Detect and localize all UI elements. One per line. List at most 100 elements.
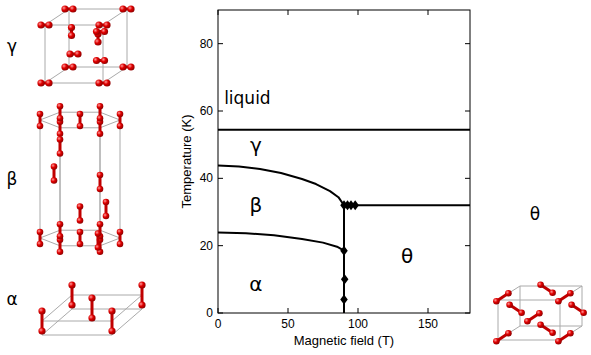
atom: [37, 123, 44, 130]
cell-edge: [520, 326, 582, 327]
cell-edge: [498, 340, 560, 341]
plot-frame: [218, 10, 470, 313]
atom: [493, 338, 500, 345]
x-tick: [358, 308, 359, 313]
cell-edge: [498, 300, 499, 340]
atom: [524, 318, 531, 325]
y-tick: [465, 313, 470, 314]
structure-label: α: [6, 289, 17, 309]
cell-edge: [582, 286, 583, 326]
gamma-structure: [37, 5, 134, 86]
atom: [69, 5, 76, 12]
atom: [95, 244, 102, 251]
atom: [69, 63, 76, 70]
atom: [68, 281, 75, 288]
x-tick-label: 150: [418, 317, 438, 331]
cell-edge: [520, 286, 582, 287]
data-point: [341, 274, 349, 284]
atom: [119, 63, 126, 70]
atom: [505, 330, 512, 337]
phase-boundary: [218, 233, 344, 251]
phase-label: β: [249, 193, 262, 217]
y-tick: [218, 178, 223, 179]
cell-edge: [42, 321, 112, 322]
y-tick: [465, 111, 470, 112]
x-tick: [218, 308, 219, 313]
x-tick-label: 0: [215, 317, 222, 331]
atom: [549, 290, 556, 297]
y-tick: [465, 43, 470, 44]
atom: [68, 301, 75, 308]
atom: [555, 298, 562, 305]
atom: [506, 302, 513, 309]
atom: [103, 79, 110, 86]
phase-label: α: [249, 272, 262, 296]
atom: [57, 221, 64, 228]
data-point: [351, 200, 359, 210]
atom: [117, 229, 124, 236]
atom: [127, 5, 134, 12]
atom: [37, 111, 44, 118]
x-axis-label: Magnetic field (T): [294, 333, 394, 348]
atom: [95, 230, 102, 237]
atom: [108, 307, 115, 314]
phase-boundary: [344, 204, 470, 206]
atom: [45, 79, 52, 86]
structure-label: γ: [7, 36, 17, 56]
cell-edge: [100, 112, 101, 230]
phase-label: θ: [401, 244, 413, 268]
cell-edge: [112, 309, 142, 335]
cell-edge: [45, 25, 46, 83]
x-tick: [428, 10, 429, 15]
structure-label: θ: [530, 204, 540, 224]
atom: [103, 213, 110, 220]
y-tick: [465, 178, 470, 179]
cell-edge: [60, 112, 61, 230]
atom: [61, 63, 68, 70]
atom: [77, 217, 84, 224]
atom: [537, 322, 544, 329]
cell-edge: [42, 335, 112, 336]
atom: [38, 327, 45, 334]
x-tick: [288, 308, 289, 313]
y-tick-label: 0: [206, 306, 213, 320]
x-tick: [428, 308, 429, 313]
atom: [117, 241, 124, 248]
atom: [138, 301, 145, 308]
atom: [94, 38, 101, 45]
atom: [61, 5, 68, 12]
atom: [505, 290, 512, 297]
atom: [117, 111, 124, 118]
beta-structure: [37, 103, 124, 255]
atom: [97, 221, 104, 228]
cell-edge: [42, 309, 72, 335]
atom: [57, 248, 64, 255]
atom: [117, 123, 124, 130]
atom: [93, 57, 100, 64]
atom: [37, 229, 44, 236]
cell-edge: [45, 83, 103, 84]
atom: [68, 32, 75, 39]
cell-edge: [498, 300, 560, 301]
atom: [101, 28, 108, 35]
atom: [568, 302, 575, 309]
atom: [77, 241, 84, 248]
cell-edge: [127, 9, 128, 67]
cell-edge: [112, 295, 142, 321]
y-axis-label: Temperature (K): [179, 115, 194, 209]
x-tick: [218, 10, 219, 15]
atom: [77, 229, 84, 236]
cell-edge: [520, 286, 521, 326]
cell-edge: [72, 309, 142, 310]
data-point: [340, 246, 348, 256]
plot-data: [218, 130, 470, 313]
atom: [537, 282, 544, 289]
y-tick: [218, 245, 223, 246]
atom: [57, 136, 64, 143]
atom: [555, 338, 562, 345]
y-tick-label: 20: [200, 239, 214, 253]
y-tick-label: 80: [200, 37, 214, 51]
y-tick: [218, 43, 223, 44]
cell-edge: [69, 67, 127, 68]
atom: [74, 50, 81, 57]
